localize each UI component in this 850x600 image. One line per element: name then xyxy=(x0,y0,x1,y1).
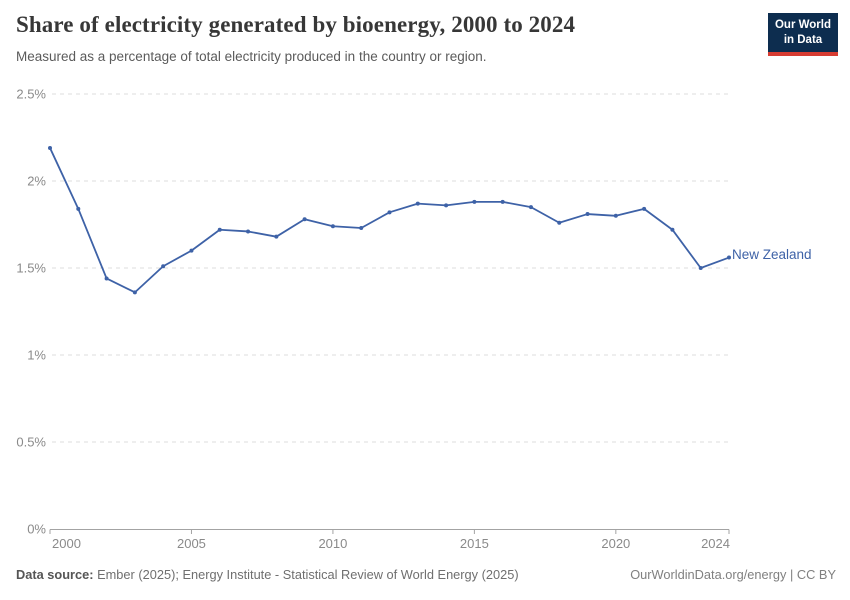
x-axis-label: 2005 xyxy=(177,536,206,551)
x-axis-label: 2015 xyxy=(460,536,489,551)
data-point xyxy=(330,224,335,229)
credit-separator: | xyxy=(790,567,794,582)
data-point xyxy=(444,203,449,208)
x-axis-label: 2024 xyxy=(701,536,730,551)
data-point xyxy=(528,205,533,210)
data-point xyxy=(698,266,703,270)
data-point xyxy=(613,213,618,218)
data-point xyxy=(642,206,647,211)
data-point xyxy=(359,225,364,230)
data-point xyxy=(557,220,562,225)
owid-link[interactable]: OurWorldinData.org/energy xyxy=(630,567,787,582)
data-source-text: Ember (2025); Energy Institute - Statist… xyxy=(97,567,519,582)
data-source: Data source: Ember (2025); Energy Instit… xyxy=(16,567,519,582)
chart-canvas[interactable]: 0% 0.5% 1% 1.5% 2% 2.5% 2000 2005 2010 2015 2020 20… xyxy=(0,0,850,560)
y-axis-label: 0.5% xyxy=(16,435,46,450)
data-point xyxy=(161,264,166,269)
data-point xyxy=(302,217,307,222)
license-text: CC BY xyxy=(796,567,836,582)
line-chart[interactable]: 0% 0.5% 1% 1.5% 2% 2.5% 2000 2005 2010 2015 2020 20… xyxy=(0,0,850,560)
data-point xyxy=(217,227,222,232)
data-point xyxy=(500,199,505,204)
data-point xyxy=(48,145,52,150)
data-point xyxy=(585,212,590,217)
data-point xyxy=(415,201,420,206)
data-point xyxy=(189,248,194,253)
series-label: New Zealand xyxy=(732,247,812,262)
y-axis-label: 1% xyxy=(27,348,46,363)
y-axis-label: 2.5% xyxy=(16,87,46,102)
data-point xyxy=(472,199,477,204)
y-axis-label: 0% xyxy=(27,522,46,537)
data-point xyxy=(387,210,392,215)
data-point xyxy=(670,227,675,232)
owid-logo-line2: in Data xyxy=(783,33,823,46)
x-axis-label: 2000 xyxy=(52,536,81,551)
page-subtitle: Measured as a percentage of total electr… xyxy=(16,49,487,64)
footer-credit: OurWorldinData.org/energy | CC BY xyxy=(630,567,836,582)
footer: Data source: Ember (2025); Energy Instit… xyxy=(16,567,836,582)
x-axis-label: 2020 xyxy=(601,536,630,551)
y-axis-label: 2% xyxy=(27,174,46,189)
data-point xyxy=(727,255,731,260)
data-line-new-zealand xyxy=(49,147,730,294)
data-point xyxy=(132,290,137,295)
x-axis-label: 2010 xyxy=(318,536,347,551)
data-point xyxy=(246,229,251,234)
data-point xyxy=(76,206,81,211)
page-title: Share of electricity generated by bioene… xyxy=(16,12,576,37)
data-point xyxy=(104,276,109,281)
data-source-label: Data source: xyxy=(16,567,94,582)
owid-logo: Our World in Data xyxy=(768,13,838,56)
y-axis-label: 1.5% xyxy=(16,261,46,276)
data-point xyxy=(274,234,279,239)
owid-logo-line1: Our World xyxy=(774,19,831,31)
